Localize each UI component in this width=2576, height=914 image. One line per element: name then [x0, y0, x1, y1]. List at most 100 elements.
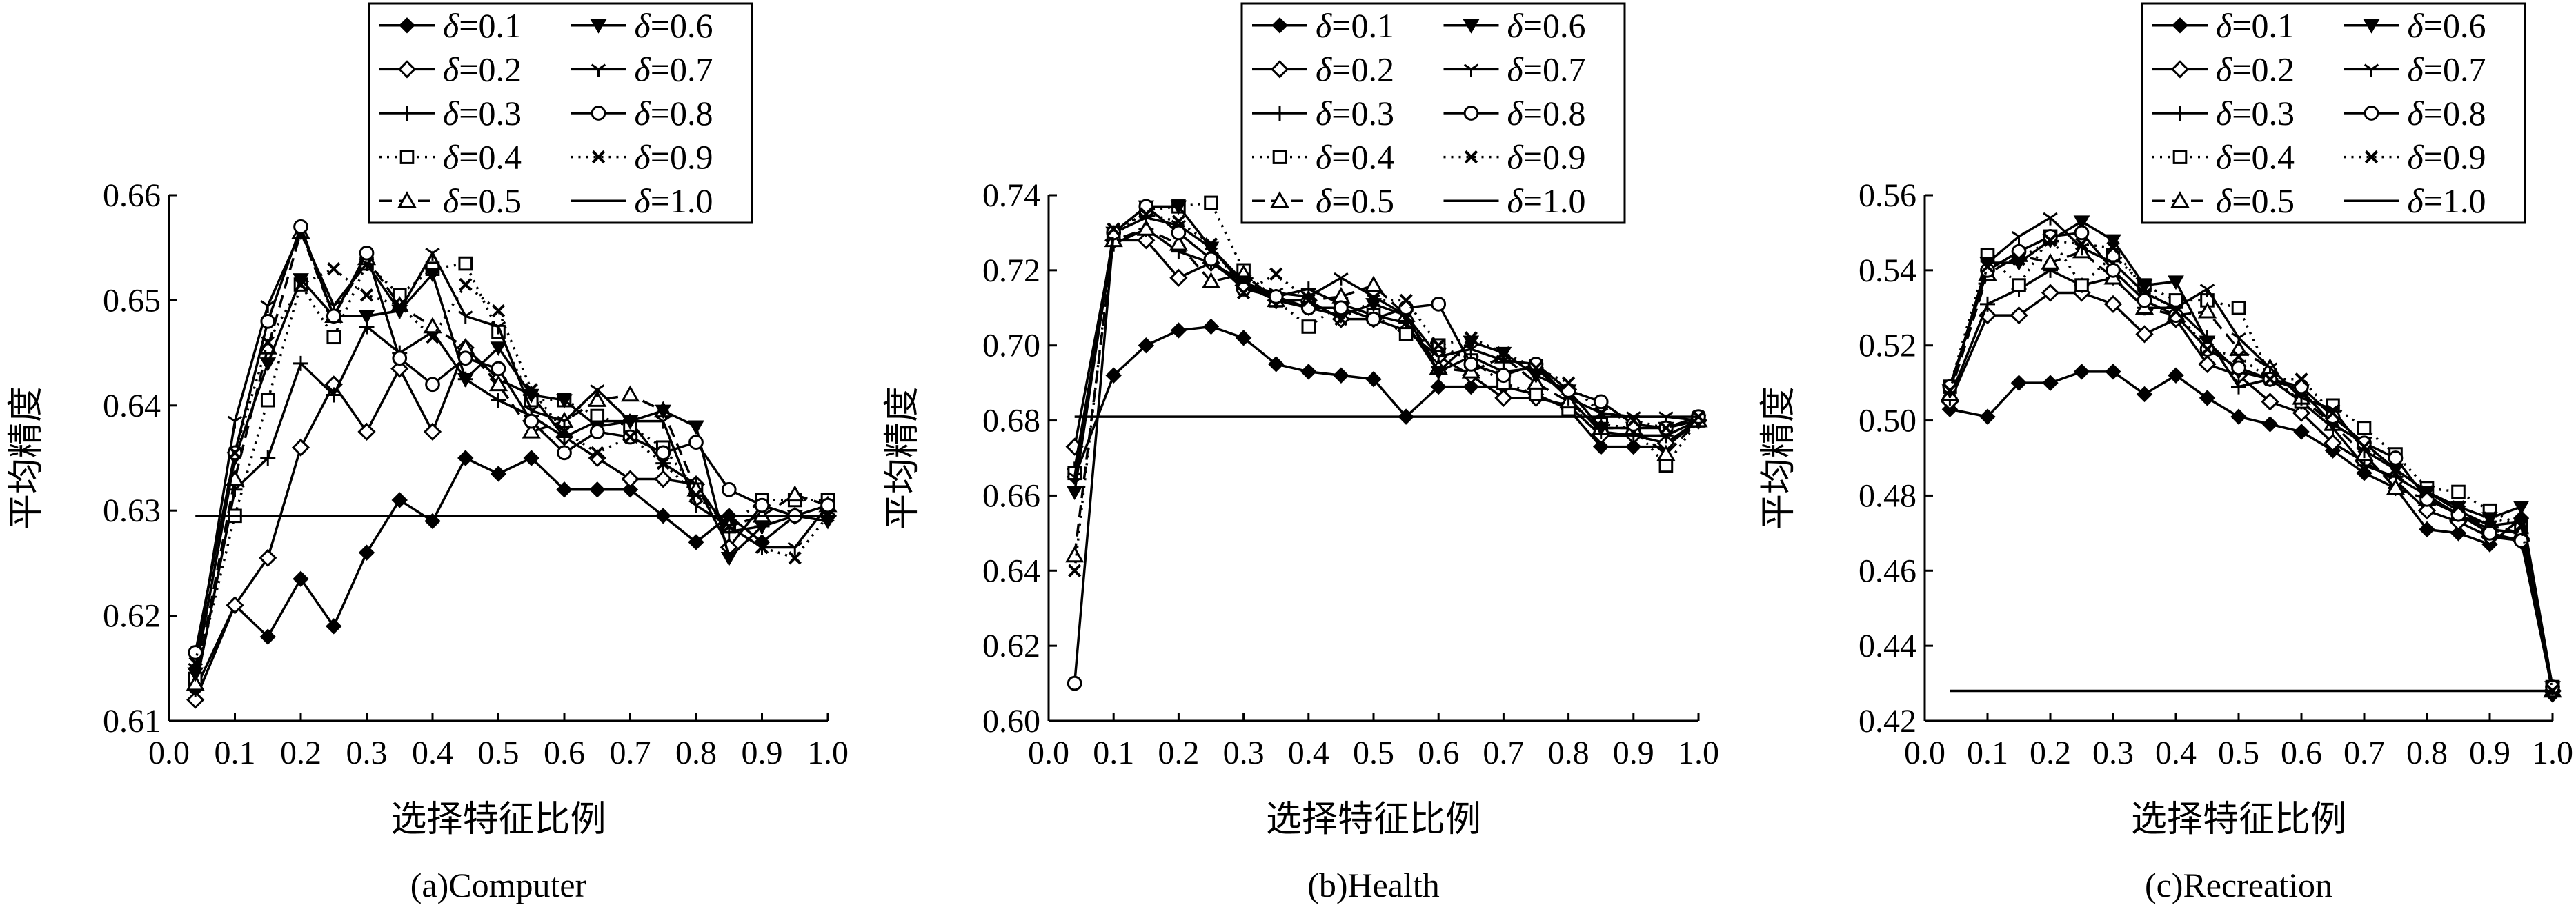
- x-tick-label: 0.2: [1158, 735, 1199, 771]
- legend-marker: [1272, 106, 1287, 121]
- data-point: [457, 350, 473, 366]
- series-7: [1067, 212, 1706, 485]
- legend-marker: [2364, 150, 2379, 164]
- y-tick-label: 0.42: [1859, 703, 1916, 739]
- data-point: [2041, 252, 2060, 270]
- x-tick-label: 0.4: [2155, 735, 2197, 771]
- data-point: [2231, 379, 2246, 395]
- data-point: [458, 310, 473, 324]
- data-point: [458, 256, 473, 271]
- legend-marker: [399, 106, 415, 121]
- series-5: [1940, 241, 2562, 698]
- legend-label: δ=0.5: [443, 181, 522, 220]
- data-point: [1201, 272, 1221, 288]
- data-point: [357, 422, 376, 441]
- data-point: [622, 481, 639, 498]
- data-point: [2357, 421, 2372, 435]
- data-point: [820, 497, 835, 513]
- data-point: [2419, 521, 2435, 538]
- y-tick-label: 0.68: [982, 403, 1040, 439]
- x-tick-label: 1.0: [2532, 735, 2573, 771]
- series-8: [188, 219, 835, 660]
- legend-marker: [591, 63, 606, 77]
- data-point: [1268, 289, 1284, 304]
- data-point: [1300, 364, 1317, 380]
- legend-label: δ=0.8: [2408, 94, 2486, 132]
- data-point: [188, 656, 202, 670]
- data-point: [425, 377, 440, 393]
- series-3: [188, 319, 835, 697]
- data-point: [294, 277, 308, 292]
- data-point: [2168, 275, 2184, 290]
- series-1: [1066, 318, 1707, 485]
- data-point: [491, 393, 506, 408]
- legend-label: δ=0.4: [1316, 138, 1394, 177]
- data-point: [1659, 421, 1673, 435]
- series-7: [188, 226, 835, 676]
- x-tick-label: 0.8: [675, 735, 717, 771]
- data-point: [2043, 229, 2058, 244]
- data-point: [260, 450, 276, 466]
- series-line: [1948, 239, 2554, 691]
- data-point: [326, 330, 341, 345]
- legend-label: δ=0.5: [1316, 181, 1394, 220]
- data-point: [1981, 259, 1994, 274]
- data-point: [2073, 215, 2090, 230]
- data-point: [1065, 546, 1084, 563]
- x-tick-label: 0.9: [742, 735, 783, 771]
- legend-marker: [591, 150, 606, 164]
- y-tick-label: 0.54: [1859, 252, 1916, 289]
- series-line: [1948, 234, 2554, 688]
- data-point: [688, 499, 704, 513]
- data-point: [787, 542, 802, 555]
- data-point: [1138, 337, 1155, 354]
- data-point: [2199, 284, 2215, 297]
- data-point: [2106, 263, 2121, 278]
- series-8: [1942, 225, 2560, 695]
- data-point: [755, 540, 769, 555]
- data-point: [2199, 390, 2216, 406]
- y-tick-label: 0.72: [982, 252, 1040, 289]
- data-point: [688, 534, 704, 550]
- data-point: [1202, 318, 1220, 335]
- data-point: [1302, 293, 1316, 308]
- legend-item: δ=0.1: [2152, 6, 2295, 45]
- series-line: [1073, 228, 1700, 556]
- data-point: [359, 245, 375, 261]
- data-point: [1171, 215, 1186, 228]
- legend-item: δ=0.3: [1252, 94, 1394, 132]
- data-point: [1365, 370, 1382, 388]
- data-point: [1301, 319, 1316, 334]
- y-tick-label: 0.61: [103, 703, 161, 739]
- data-point: [393, 299, 406, 312]
- data-point: [228, 446, 242, 460]
- data-point: [1593, 394, 1609, 410]
- data-point: [1067, 675, 1082, 691]
- legend-item: δ=0.3: [2152, 94, 2295, 132]
- y-tick-label: 0.60: [982, 703, 1040, 739]
- data-point: [589, 481, 606, 498]
- data-point: [557, 445, 572, 461]
- x-tick-label: 0.3: [2092, 735, 2134, 771]
- data-point: [291, 438, 310, 457]
- data-point: [1203, 251, 1219, 267]
- x-axis-label: 选择特征比例: [1266, 799, 1481, 840]
- data-point: [326, 308, 341, 324]
- data-point: [2137, 292, 2152, 308]
- data-point: [1494, 388, 1513, 408]
- x-tick-label: 0.4: [1288, 735, 1329, 771]
- legend-label: δ=0.2: [2216, 50, 2295, 88]
- data-point: [2231, 360, 2246, 376]
- data-point: [1170, 322, 1187, 339]
- series-8: [1067, 199, 1706, 691]
- data-point: [1431, 296, 1447, 312]
- legend-label: δ=0.7: [635, 50, 713, 88]
- x-tick-label: 0.2: [2030, 735, 2071, 771]
- chart-panel-3: 0.42 0.44 0.46 0.48 0.50 0.52 0.54 0.56 0.0 0.1 0.…: [1758, 2, 2573, 904]
- data-point: [2357, 440, 2371, 454]
- data-point: [424, 513, 441, 530]
- data-point: [359, 288, 374, 302]
- legend-marker: [1272, 150, 1287, 164]
- legend-item: δ=0.5: [2152, 181, 2295, 220]
- data-point: [1171, 225, 1187, 241]
